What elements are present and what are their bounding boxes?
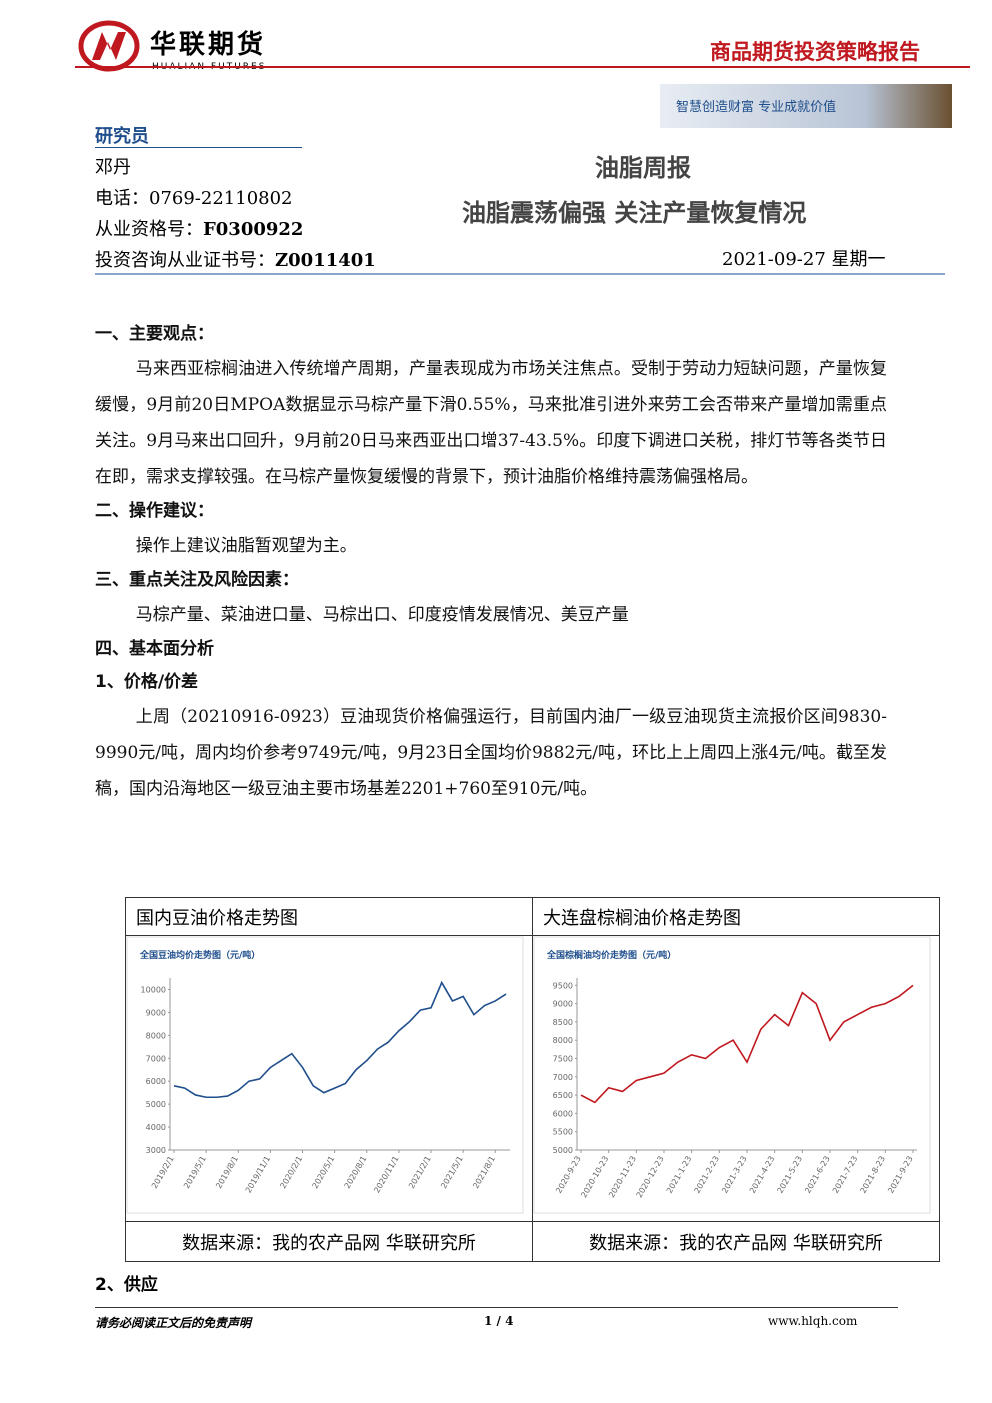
y-tick-label: 5000 bbox=[553, 1146, 573, 1155]
cell: 国内豆油价格走势图 bbox=[125, 897, 533, 936]
x-tick-label: 2019/2/1 bbox=[150, 1155, 176, 1191]
researcher-label: 研究员 bbox=[95, 126, 149, 147]
cell: 大连盘棕榈油价格走势图 bbox=[532, 897, 940, 936]
y-tick-label: 9000 bbox=[146, 1008, 166, 1017]
y-tick-label: 3000 bbox=[146, 1146, 166, 1155]
date: 2021-09-27 星期一 bbox=[722, 249, 886, 270]
url: www.hlqh.com bbox=[768, 1314, 858, 1328]
footer-rule bbox=[95, 1307, 898, 1308]
y-tick-label: 7500 bbox=[553, 1055, 573, 1064]
y-tick-label: 5000 bbox=[146, 1100, 166, 1109]
x-tick-label: 2020/8/1 bbox=[343, 1155, 369, 1191]
y-tick-label: 7000 bbox=[553, 1073, 573, 1082]
y-tick-label: 8000 bbox=[146, 1031, 166, 1040]
x-tick-label: 2021/5/1 bbox=[439, 1155, 465, 1191]
chart-title: 全国豆油均价走势图（元/吨） bbox=[139, 949, 260, 961]
heading: 1、价格/价差 bbox=[95, 672, 199, 692]
heading: 2、供应 bbox=[95, 1275, 158, 1295]
body: 一、主要观点： 马来西亚棕榈油进入传统增产周期，产量表现成为市场关注焦点。受制于劳… bbox=[95, 318, 887, 807]
subtitle: 油脂震荡偏强 关注产量恢复情况 bbox=[462, 199, 807, 227]
paragraph: 马来西亚棕榈油进入传统增产周期，产量表现成为市场关注焦点。受制于劳动力短缺问题，… bbox=[95, 359, 887, 487]
report-type: 商品期货投资策略报告 bbox=[710, 40, 920, 64]
y-tick-label: 6000 bbox=[553, 1109, 573, 1118]
y-tick-label: 10000 bbox=[141, 985, 166, 994]
x-tick-label: 2021/2/1 bbox=[407, 1155, 433, 1191]
disclaimer: 请务必阅读正文后的免责声明 bbox=[95, 1316, 252, 1330]
heading: 四、基本面分析 bbox=[95, 639, 214, 659]
x-tick-label: 2020-11-23 bbox=[607, 1155, 638, 1200]
y-tick-label: 7000 bbox=[146, 1054, 166, 1063]
chart: 全国棕榈油均价走势图（元/吨） 5000 5500 6000 6500 7000 7500 8… bbox=[533, 936, 931, 1214]
qualification: 从业资格号：F0300922 bbox=[95, 215, 303, 241]
x-tick-label: 2020-10-23 bbox=[579, 1155, 610, 1200]
page-number: 1 / 4 bbox=[484, 1314, 514, 1328]
x-tick-label: 2019/5/1 bbox=[182, 1155, 208, 1191]
x-tick-label: 2021-2-23 bbox=[693, 1155, 721, 1195]
cell: 数据来源：我的农产品网 华联研究所 bbox=[125, 1221, 533, 1262]
phone: 电话：0769-22110802 bbox=[95, 188, 293, 209]
x-tick-label: 2021-7-23 bbox=[831, 1155, 859, 1195]
x-tick-label: 2021-3-23 bbox=[720, 1155, 748, 1195]
paragraph: 操作上建议油脂暂观望为主。 bbox=[135, 536, 357, 556]
heading: 二、操作建议： bbox=[95, 501, 214, 521]
header-rule bbox=[75, 66, 970, 68]
label: 投资咨询从业证书号： bbox=[95, 250, 275, 271]
company: 华联期货 bbox=[150, 30, 267, 60]
y-tick-label: 8000 bbox=[553, 1036, 573, 1045]
x-tick-label: 2021/8/1 bbox=[471, 1155, 497, 1191]
y-tick-label: 4000 bbox=[146, 1123, 166, 1132]
rule bbox=[95, 147, 302, 148]
x-tick-label: 2020/5/1 bbox=[311, 1155, 337, 1191]
slogan: 智慧创造财富 专业成就价值 bbox=[676, 100, 837, 115]
x-tick-label: 2020-12-23 bbox=[635, 1155, 666, 1200]
price-line bbox=[580, 984, 914, 1104]
cell: 全国豆油均价走势图（元/吨） 3000 4000 5000 6000 7000 8000 90… bbox=[125, 935, 533, 1222]
x-tick-label: 2021-8-23 bbox=[859, 1155, 887, 1195]
rule bbox=[95, 273, 945, 275]
y-tick-label: 5500 bbox=[553, 1128, 573, 1137]
heading: 一、主要观点： bbox=[95, 324, 214, 344]
paragraph: 上周（20210916-0923）豆油现货价格偏强运行，目前国内油厂一级豆油现货… bbox=[95, 707, 887, 799]
x-tick-label: 2021-4-23 bbox=[748, 1155, 776, 1195]
name: 邓丹 bbox=[95, 157, 131, 178]
y-tick-label: 6000 bbox=[146, 1077, 166, 1086]
x-tick-label: 2021-9-23 bbox=[886, 1155, 914, 1195]
chart-frame bbox=[126, 936, 524, 1214]
x-tick-label: 2021-5-23 bbox=[776, 1155, 804, 1195]
value: Z0011401 bbox=[275, 250, 376, 271]
logo bbox=[78, 20, 140, 72]
chart-table: 国内豆油价格走势图 大连盘棕榈油价格走势图 全国豆油均价走势图（元/吨） 3000 4… bbox=[125, 897, 940, 1262]
price-line bbox=[173, 980, 507, 1099]
heading: 三、重点关注及风险因素： bbox=[95, 570, 299, 590]
chart-title: 全国棕榈油均价走势图（元/吨） bbox=[546, 949, 676, 961]
value: F0300922 bbox=[203, 219, 304, 240]
paragraph: 马棕产量、菜油进口量、马棕出口、印度疫情发展情况、美豆产量 bbox=[135, 605, 629, 625]
x-tick-label: 2020/2/1 bbox=[278, 1155, 304, 1191]
y-tick-label: 9500 bbox=[553, 981, 573, 990]
chart-frame bbox=[533, 936, 931, 1214]
y-tick-label: 6500 bbox=[553, 1091, 573, 1100]
cell: 数据来源：我的农产品网 华联研究所 bbox=[532, 1221, 940, 1262]
certificate: 投资咨询从业证书号：Z0011401 bbox=[95, 246, 376, 272]
cell: 全国棕榈油均价走势图（元/吨） 5000 5500 6000 6500 7000 7500 8… bbox=[532, 935, 940, 1222]
x-tick-label: 2019/11/1 bbox=[244, 1155, 272, 1195]
x-tick-label: 2021-6-23 bbox=[803, 1155, 831, 1195]
x-tick-label: 2021-1-23 bbox=[665, 1155, 693, 1195]
label: 从业资格号： bbox=[95, 219, 203, 240]
y-tick-label: 9000 bbox=[553, 1000, 573, 1009]
banner: 智慧创造财富 专业成就价值 bbox=[660, 84, 952, 128]
chart: 全国豆油均价走势图（元/吨） 3000 4000 5000 6000 7000 8000 90… bbox=[126, 936, 524, 1214]
x-tick-label: 2020/11/1 bbox=[372, 1155, 400, 1195]
x-tick-label: 2019/8/1 bbox=[214, 1155, 240, 1191]
title: 油脂周报 bbox=[595, 154, 691, 182]
x-tick-label: 2020-9-23 bbox=[554, 1155, 582, 1195]
y-tick-label: 8500 bbox=[553, 1018, 573, 1027]
